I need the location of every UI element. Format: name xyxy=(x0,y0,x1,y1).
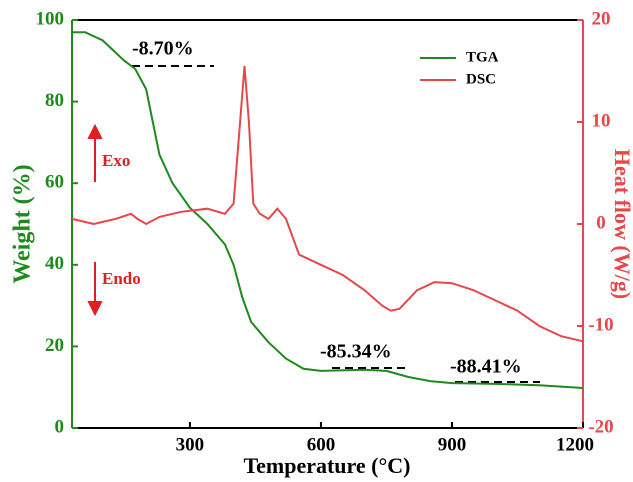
x-tick-label: 600 xyxy=(307,434,336,455)
y-tick-label: 80 xyxy=(45,90,64,111)
series-line xyxy=(71,65,584,343)
y2-axis-label: Heat flow (W/g) xyxy=(610,149,633,299)
y2-tick-label: 20 xyxy=(592,8,611,29)
y-tick-label: 20 xyxy=(45,335,64,356)
y2-tick-label: -20 xyxy=(588,416,613,437)
arrow-head xyxy=(87,301,103,317)
legend-label: DSC xyxy=(466,71,496,87)
y2-tick-label: 10 xyxy=(592,110,611,131)
annotation: Exo xyxy=(102,151,130,170)
y-tick-label: 0 xyxy=(55,416,65,437)
annotation-lines xyxy=(132,65,540,383)
annotation: -8.70% xyxy=(132,38,194,60)
y2-tick-label: 0 xyxy=(596,212,606,233)
series-line xyxy=(72,31,584,389)
y-axis-label: Weight (%) xyxy=(10,164,36,283)
arrows xyxy=(87,123,103,317)
annotation: -88.41% xyxy=(450,356,522,378)
y-tick-label: 40 xyxy=(45,253,64,274)
x-tick-label: 300 xyxy=(176,434,205,455)
annotation: -85.34% xyxy=(320,341,392,363)
y2-tick-label: -10 xyxy=(588,314,613,335)
annotation: Endo xyxy=(102,269,141,288)
x-tick-label: 1200 xyxy=(556,434,594,455)
x-axis-label: Temperature (°C) xyxy=(243,453,410,478)
arrow-head xyxy=(87,123,103,139)
x-tick-label: 900 xyxy=(438,434,467,455)
y-tick-label: 60 xyxy=(45,172,64,193)
y-tick-label: 100 xyxy=(36,8,65,29)
legend-label: TGA xyxy=(466,49,499,65)
